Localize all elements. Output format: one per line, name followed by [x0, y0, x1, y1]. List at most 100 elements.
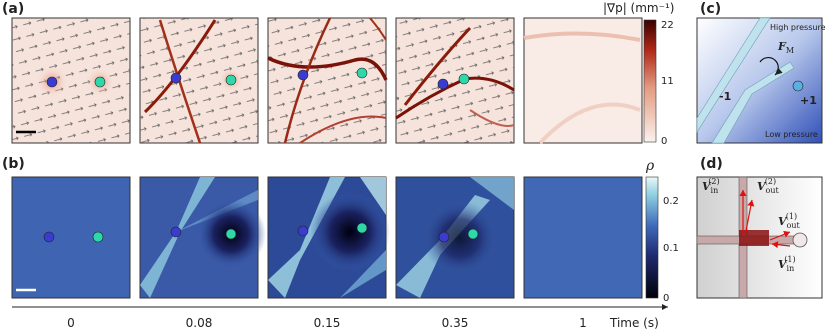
shape-circle	[94, 76, 106, 88]
time-label: 0	[67, 316, 75, 330]
charge-plus: +1	[800, 94, 817, 107]
colorbar-tick: 0	[663, 293, 669, 304]
image-a0	[11, 17, 131, 144]
high-pressure: High pressure	[770, 23, 826, 32]
text-part: M	[786, 46, 794, 55]
shape-path	[299, 115, 387, 144]
time-label: 0.35	[442, 316, 469, 330]
shape-circle	[310, 192, 390, 272]
image-a3	[395, 17, 515, 144]
shape-circle	[46, 76, 58, 88]
panel-b-images	[11, 176, 643, 299]
time-label: 1	[579, 316, 587, 330]
force-label: FM	[777, 40, 794, 55]
panel-d: Vin(2) Vout(2) Vout(1) Vin(1)	[696, 176, 823, 299]
shape-circle	[437, 78, 449, 90]
colorbar-label: |∇p| (mm⁻¹)	[603, 1, 674, 15]
text-part: V	[778, 215, 788, 228]
shape-rect	[11, 176, 131, 299]
text-part: out	[766, 186, 780, 195]
panel-a-images	[11, 17, 643, 145]
text-part: in	[787, 264, 795, 273]
image-a1	[139, 17, 259, 144]
shape-path	[711, 61, 795, 144]
time-label: 0.08	[186, 316, 213, 330]
colorbar-tick: 11	[661, 76, 674, 87]
image-b4	[523, 176, 643, 299]
colorbar-label: ρ	[645, 158, 655, 174]
shape-circle	[297, 69, 309, 81]
text-part: F	[777, 40, 787, 53]
time-title: Time (s)	[609, 316, 659, 330]
charge-minus: -1	[719, 90, 731, 103]
shape-circle	[170, 226, 182, 238]
image-b0	[11, 176, 131, 299]
image-a4	[523, 17, 643, 145]
image-b3	[395, 176, 515, 299]
shape-line	[769, 230, 791, 241]
shape-circle	[170, 72, 182, 84]
text-part: V	[757, 180, 767, 193]
panel-c: High pressure FM -1 +1 Low pressure	[696, 17, 826, 144]
shape-circle	[356, 67, 368, 79]
text-part: V	[702, 180, 712, 193]
text-part: (2)	[708, 177, 719, 186]
panel-label: (d)	[700, 156, 723, 172]
text-part: in	[711, 186, 719, 195]
vector-label: Vout(1)	[778, 212, 801, 230]
shape-rect	[645, 176, 659, 299]
shape-path	[469, 109, 515, 127]
text-part: (1)	[784, 255, 795, 264]
colorbar-tick: 0.2	[663, 196, 679, 207]
shape-circle	[792, 232, 808, 248]
colorbar-tick: 0	[661, 136, 667, 147]
colorbar-a: |∇p| (mm⁻¹) 22 11 0	[603, 1, 674, 147]
vector-label: Vout(2)	[757, 177, 780, 195]
shape-rect	[268, 18, 386, 143]
shape-path	[140, 177, 215, 298]
shape-path	[538, 102, 641, 145]
text-part: (2)	[765, 177, 776, 186]
shape-path	[759, 56, 783, 76]
shape-path	[267, 56, 388, 81]
shape-path	[283, 17, 332, 144]
text-part: V	[778, 258, 788, 271]
shape-rect	[643, 19, 657, 143]
shape-rect	[523, 176, 643, 299]
text-part: out	[787, 221, 801, 230]
panel-label: (a)	[2, 1, 24, 17]
shape-circle	[225, 74, 237, 86]
shape-circle	[792, 80, 804, 92]
image-b2	[267, 176, 390, 299]
colorbar-tick: 22	[661, 20, 674, 31]
shape-circle	[458, 73, 470, 85]
shape-circle	[43, 231, 55, 243]
shape-circle	[467, 228, 479, 240]
shape-line	[744, 199, 755, 237]
shape-rect	[739, 230, 769, 246]
shape-circle	[438, 231, 450, 243]
colorbar-tick: 0.1	[663, 243, 679, 254]
image-b1	[139, 176, 266, 299]
image-a2	[267, 17, 388, 144]
low-pressure: Low pressure	[765, 130, 818, 139]
colorbar-b: ρ 0.2 0.1 0	[645, 158, 679, 304]
text-part: (1)	[786, 212, 797, 221]
vector-label: Vin(2)	[702, 177, 720, 195]
shape-circle	[225, 228, 237, 240]
shape-path	[696, 17, 771, 134]
shape-circle	[92, 231, 104, 243]
shape-path	[523, 31, 641, 42]
shape-path	[470, 177, 514, 210]
shape-circle	[356, 222, 368, 234]
shape-rect	[696, 17, 823, 144]
time-label: 0.15	[314, 316, 341, 330]
shape-circle	[422, 200, 498, 276]
panel-label: (c)	[700, 1, 721, 17]
vector-label: Vin(1)	[778, 255, 796, 273]
time-axis: 0 0.08 0.15 0.35 1 Time (s)	[12, 304, 668, 330]
shape-line	[771, 241, 791, 249]
shape-path	[369, 17, 387, 41]
panel-label: (b)	[2, 156, 25, 172]
